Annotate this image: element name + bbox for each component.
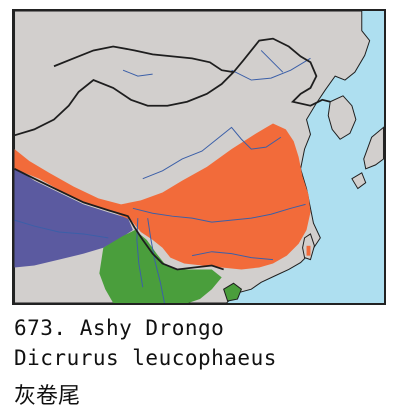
hainan-island bbox=[223, 282, 243, 302]
pearl-river bbox=[191, 251, 274, 261]
selenga-river bbox=[122, 69, 153, 77]
amur-tributary bbox=[260, 50, 284, 73]
korea-peninsula bbox=[327, 95, 357, 140]
japan-island bbox=[363, 126, 384, 170]
yangtze-river bbox=[132, 203, 306, 223]
mongolia-border bbox=[53, 45, 234, 74]
rivers bbox=[14, 50, 311, 303]
taiwan-range bbox=[306, 245, 311, 256]
distribution-map bbox=[12, 9, 386, 305]
japan-island-south bbox=[351, 172, 367, 190]
southeast-border bbox=[134, 227, 224, 271]
national-borders bbox=[14, 37, 331, 271]
india-border bbox=[14, 168, 136, 229]
chinese-name: 灰卷尾 bbox=[14, 384, 81, 409]
species-number-label: 673. Ashy Drongo bbox=[14, 316, 225, 340]
heilong-river bbox=[231, 57, 311, 81]
winter-range-area bbox=[14, 166, 133, 268]
mekong-river bbox=[147, 218, 165, 303]
breeding-range-area bbox=[14, 123, 311, 270]
ganges-river bbox=[14, 219, 109, 239]
distribution-map-svg bbox=[14, 11, 384, 303]
salween-river bbox=[136, 218, 144, 288]
yellow-river bbox=[142, 126, 282, 180]
scientific-name: Dicrurus leucophaeus bbox=[14, 346, 277, 370]
resident-range-area bbox=[99, 230, 222, 303]
china-border bbox=[14, 37, 331, 137]
